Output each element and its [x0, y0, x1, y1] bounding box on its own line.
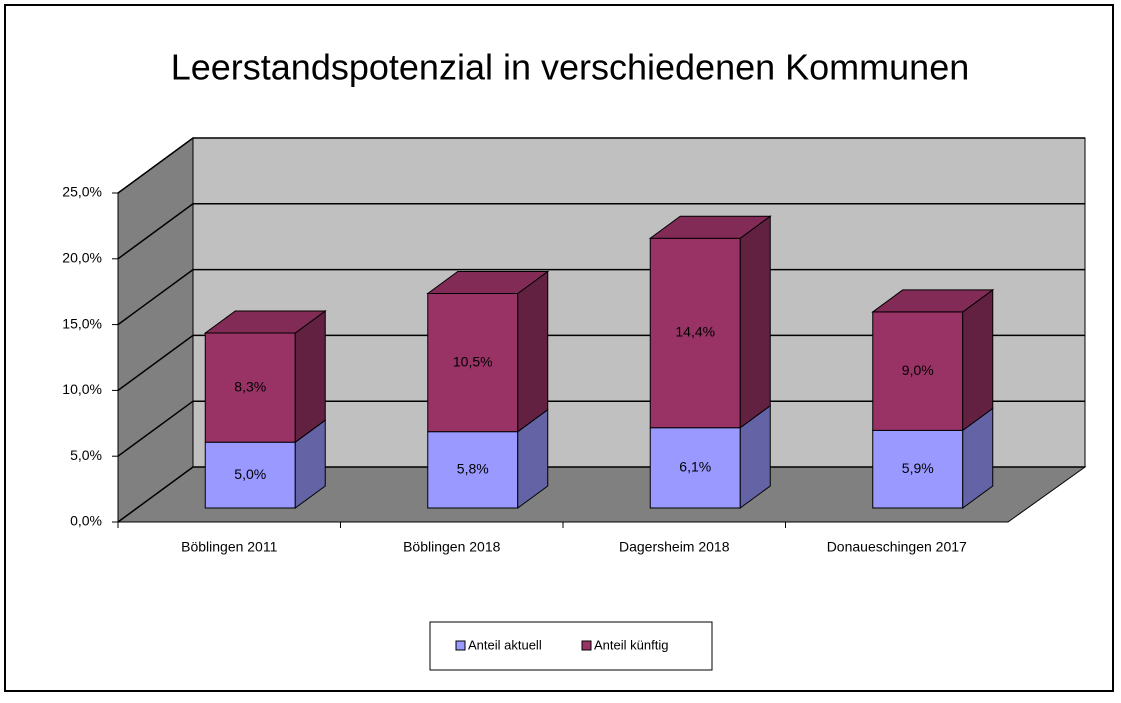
grid-line — [117, 203, 1085, 260]
y-tick-label: 15,0% — [62, 315, 102, 331]
bar — [872, 429, 964, 509]
bar — [427, 431, 519, 509]
bar-top — [203, 310, 327, 334]
data-label: 8,3% — [234, 378, 266, 394]
bar-top — [871, 289, 995, 313]
bar-side-shade — [295, 310, 326, 443]
grid-line — [117, 268, 1085, 326]
data-label: 5,9% — [902, 460, 934, 476]
x-tick-label: Böblingen 2011 — [181, 539, 277, 555]
bar — [204, 332, 296, 443]
bar-top-shade — [427, 271, 548, 294]
x-tick-label: Donaueschingen 2017 — [827, 539, 967, 555]
bar-side-shade — [517, 409, 548, 508]
data-label: 14,4% — [675, 324, 715, 340]
side-wall — [117, 137, 194, 523]
legend-box — [429, 621, 713, 671]
bar-side-shade — [962, 408, 993, 508]
data-label: 6,1% — [679, 459, 711, 475]
data-label: 5,0% — [234, 466, 266, 482]
bar-top — [426, 270, 550, 294]
bar-side-shade — [295, 420, 326, 508]
grid-line — [117, 137, 1085, 194]
y-tick-label: 5,0% — [70, 447, 102, 463]
bar-top-shade — [872, 289, 993, 312]
legend-label: Anteil künftig — [594, 637, 668, 652]
bar-side-shade — [962, 289, 993, 431]
y-tick-label: 25,0% — [62, 184, 102, 200]
legend-swatch — [455, 640, 466, 651]
legend-label: Anteil aktuell — [468, 637, 542, 652]
data-label: 10,5% — [453, 353, 493, 369]
chart-title: Leerstandspotenzial in verschiedenen Kom… — [171, 47, 970, 88]
bar-side-shade — [517, 271, 548, 432]
grid-line — [117, 400, 1085, 457]
bar-side-shade — [740, 216, 771, 428]
bar — [427, 292, 519, 433]
bar — [204, 441, 296, 509]
grid-line — [117, 334, 1085, 392]
y-tick-label: 20,0% — [62, 250, 102, 266]
data-label: 9,0% — [902, 362, 934, 378]
bar-side-shade — [740, 405, 771, 508]
data-label: 5,8% — [457, 461, 489, 477]
grid-line — [117, 466, 1085, 523]
x-tick-label: Böblingen 2018 — [403, 539, 501, 555]
y-tick-label: 0,0% — [70, 513, 102, 529]
bar — [872, 311, 964, 431]
bar-top — [648, 215, 772, 239]
legend-swatch — [581, 640, 592, 651]
y-tick-label: 10,0% — [62, 381, 102, 397]
bar-top-shade — [650, 216, 771, 239]
x-tick-label: Dagersheim 2018 — [619, 539, 730, 555]
bar-top-shade — [205, 310, 326, 333]
